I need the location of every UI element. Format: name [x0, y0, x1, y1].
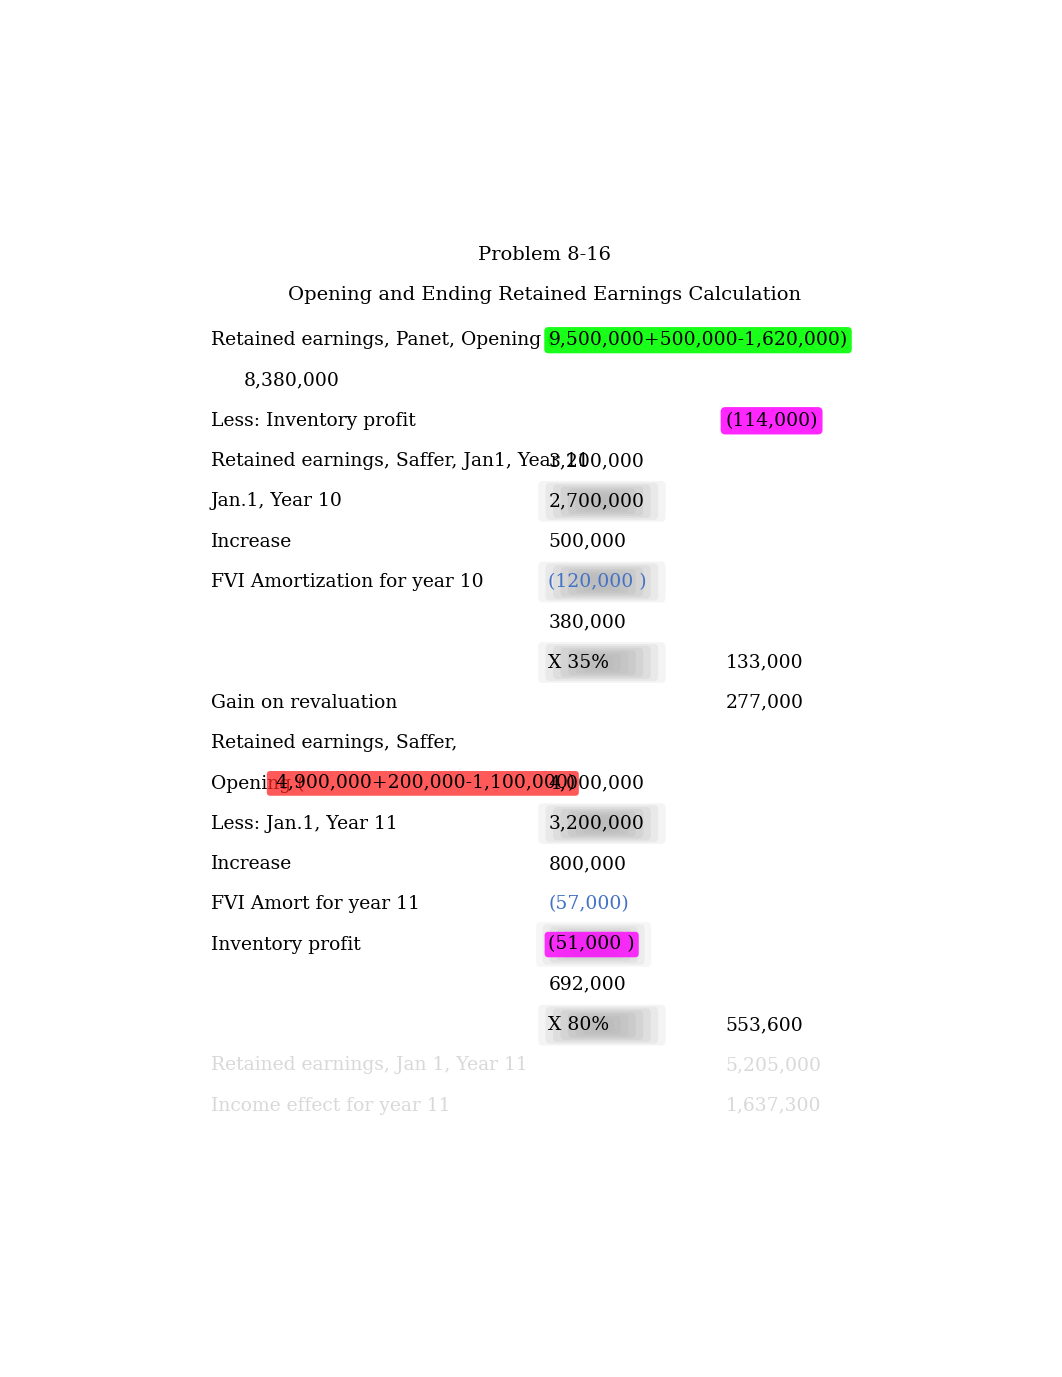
Text: 3,200,000: 3,200,000 — [548, 815, 645, 833]
FancyBboxPatch shape — [538, 803, 666, 844]
FancyBboxPatch shape — [576, 571, 629, 593]
FancyBboxPatch shape — [568, 569, 636, 595]
FancyBboxPatch shape — [561, 567, 644, 596]
Text: 380,000: 380,000 — [548, 613, 627, 631]
FancyBboxPatch shape — [561, 1011, 644, 1040]
Text: Retained earnings, Jan 1, Year 11: Retained earnings, Jan 1, Year 11 — [211, 1056, 528, 1074]
FancyBboxPatch shape — [583, 492, 621, 511]
Text: 277,000: 277,000 — [725, 694, 803, 712]
Text: 9,500,000+500,000-1,620,000): 9,500,000+500,000-1,620,000) — [548, 332, 847, 350]
FancyBboxPatch shape — [583, 815, 621, 833]
FancyBboxPatch shape — [590, 494, 614, 508]
Text: 3,200,000: 3,200,000 — [548, 452, 645, 470]
FancyBboxPatch shape — [577, 935, 611, 954]
Text: (51,000 ): (51,000 ) — [548, 935, 635, 953]
FancyBboxPatch shape — [556, 928, 631, 961]
Text: 692,000: 692,000 — [548, 976, 627, 994]
Text: 500,000: 500,000 — [548, 533, 627, 551]
Text: Problem 8-16: Problem 8-16 — [478, 246, 611, 264]
FancyBboxPatch shape — [590, 817, 614, 830]
Text: Opening (: Opening ( — [211, 774, 305, 793]
Text: 800,000: 800,000 — [548, 855, 627, 873]
Text: Less: Inventory profit: Less: Inventory profit — [211, 412, 415, 430]
Text: FVI Amort for year 11: FVI Amort for year 11 — [211, 895, 419, 913]
FancyBboxPatch shape — [583, 654, 621, 672]
Text: Increase: Increase — [211, 533, 292, 551]
FancyBboxPatch shape — [536, 923, 651, 967]
FancyBboxPatch shape — [546, 483, 658, 521]
FancyBboxPatch shape — [576, 490, 629, 512]
FancyBboxPatch shape — [568, 1012, 636, 1038]
Text: (120,000 ): (120,000 ) — [548, 573, 647, 591]
FancyBboxPatch shape — [576, 651, 629, 673]
Text: Jan.1, Year 10: Jan.1, Year 10 — [211, 493, 343, 511]
FancyBboxPatch shape — [561, 647, 644, 677]
FancyBboxPatch shape — [546, 1007, 658, 1044]
FancyBboxPatch shape — [569, 932, 618, 956]
FancyBboxPatch shape — [561, 808, 644, 839]
FancyBboxPatch shape — [553, 485, 651, 518]
Text: Less: Jan.1, Year 11: Less: Jan.1, Year 11 — [211, 815, 397, 833]
FancyBboxPatch shape — [549, 927, 638, 963]
FancyBboxPatch shape — [553, 1008, 651, 1042]
Text: 553,600: 553,600 — [725, 1016, 803, 1034]
Text: X 80%: X 80% — [548, 1016, 610, 1034]
FancyBboxPatch shape — [538, 642, 666, 683]
Text: Increase: Increase — [211, 855, 292, 873]
FancyBboxPatch shape — [538, 481, 666, 522]
Text: Opening and Ending Retained Earnings Calculation: Opening and Ending Retained Earnings Cal… — [288, 285, 801, 303]
FancyBboxPatch shape — [538, 562, 666, 602]
Text: 4,000,000: 4,000,000 — [548, 774, 645, 792]
Text: 1,637,300: 1,637,300 — [725, 1096, 821, 1115]
Text: Inventory profit: Inventory profit — [211, 935, 361, 953]
FancyBboxPatch shape — [553, 646, 651, 679]
Text: (57,000): (57,000) — [548, 895, 629, 913]
Text: X 35%: X 35% — [548, 654, 610, 672]
FancyBboxPatch shape — [563, 931, 624, 958]
Text: (114,000): (114,000) — [725, 412, 818, 430]
FancyBboxPatch shape — [568, 489, 636, 514]
FancyBboxPatch shape — [583, 1016, 621, 1034]
Text: 2,700,000: 2,700,000 — [548, 493, 645, 511]
FancyBboxPatch shape — [553, 807, 651, 840]
FancyBboxPatch shape — [543, 924, 645, 965]
FancyBboxPatch shape — [546, 563, 658, 600]
FancyBboxPatch shape — [568, 811, 636, 837]
Text: 4,900,000+200,000-1,100,000): 4,900,000+200,000-1,100,000) — [270, 774, 576, 792]
FancyBboxPatch shape — [576, 812, 629, 834]
Text: Retained earnings, Panet, Opening (: Retained earnings, Panet, Opening ( — [211, 330, 554, 350]
FancyBboxPatch shape — [590, 574, 614, 589]
FancyBboxPatch shape — [538, 1005, 666, 1045]
Text: Retained earnings, Saffer, Jan1, Year 11: Retained earnings, Saffer, Jan1, Year 11 — [211, 452, 589, 470]
FancyBboxPatch shape — [561, 486, 644, 516]
FancyBboxPatch shape — [568, 650, 636, 675]
FancyBboxPatch shape — [590, 655, 614, 669]
FancyBboxPatch shape — [546, 644, 658, 682]
FancyBboxPatch shape — [546, 806, 658, 843]
FancyBboxPatch shape — [590, 1018, 614, 1033]
Text: Gain on revaluation: Gain on revaluation — [211, 694, 397, 712]
Text: 133,000: 133,000 — [725, 654, 803, 672]
FancyBboxPatch shape — [583, 938, 604, 952]
Text: Retained earnings, Saffer,: Retained earnings, Saffer, — [211, 734, 458, 752]
Text: 5,205,000: 5,205,000 — [725, 1056, 821, 1074]
FancyBboxPatch shape — [553, 566, 651, 599]
Text: FVI Amortization for year 10: FVI Amortization for year 10 — [211, 573, 483, 591]
Text: Income effect for year 11: Income effect for year 11 — [211, 1096, 450, 1115]
FancyBboxPatch shape — [583, 573, 621, 591]
FancyBboxPatch shape — [576, 1015, 629, 1036]
Text: 8,380,000: 8,380,000 — [244, 372, 340, 390]
